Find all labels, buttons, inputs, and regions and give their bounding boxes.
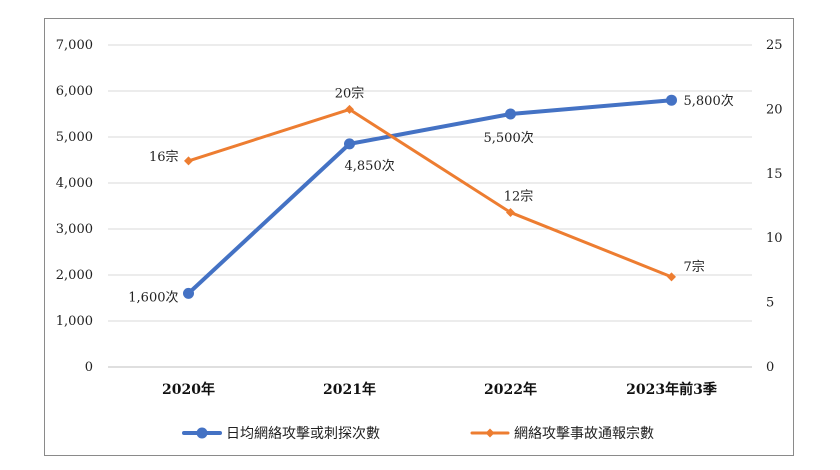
data-point bbox=[666, 94, 677, 106]
data-point bbox=[506, 207, 515, 217]
series-line-1 bbox=[186, 98, 674, 296]
y-right-tick-label: 20 bbox=[766, 102, 783, 117]
y-left-tick-label: 6,000 bbox=[56, 84, 93, 99]
data-label: 5,800次 bbox=[684, 93, 734, 109]
x-tick-label: 2023年前3季 bbox=[626, 381, 717, 398]
y-left-tick-label: 1,000 bbox=[56, 314, 93, 329]
data-label: 20宗 bbox=[335, 85, 365, 101]
legend-label: 網絡攻擊事故通報宗數 bbox=[514, 425, 654, 442]
data-label: 5,500次 bbox=[484, 130, 534, 146]
data-label: 16宗 bbox=[149, 149, 179, 165]
data-label: 7宗 bbox=[684, 259, 705, 275]
data-point bbox=[183, 287, 194, 299]
series-line-2 bbox=[187, 107, 673, 279]
y-left-tick-label: 3,000 bbox=[56, 222, 93, 237]
y-left-tick-label: 0 bbox=[85, 360, 93, 375]
data-point bbox=[667, 272, 676, 282]
y-right-tick-label: 5 bbox=[766, 296, 774, 311]
data-point bbox=[344, 138, 355, 150]
y-left-tick-label: 2,000 bbox=[56, 268, 93, 283]
y-left-tick-label: 7,000 bbox=[56, 38, 93, 53]
y-right-tick-label: 10 bbox=[766, 231, 783, 246]
data-label: 12宗 bbox=[504, 188, 534, 204]
y-right-tick-label: 0 bbox=[766, 360, 774, 375]
y-right-tick-label: 25 bbox=[766, 38, 783, 53]
data-point bbox=[345, 104, 354, 114]
legend-swatch-marker bbox=[485, 428, 495, 438]
x-tick-label: 2020年 bbox=[162, 381, 215, 398]
x-tick-label: 2022年 bbox=[484, 381, 537, 398]
legend-label: 日均網絡攻擊或刺探次數 bbox=[226, 425, 380, 442]
data-label: 1,600次 bbox=[128, 289, 178, 305]
y-left-tick-label: 5,000 bbox=[56, 130, 93, 145]
data-point bbox=[184, 156, 193, 166]
legend-swatch-marker bbox=[196, 427, 208, 439]
y-left-tick-label: 4,000 bbox=[56, 176, 93, 191]
x-tick-label: 2021年 bbox=[323, 381, 376, 398]
y-right-tick-label: 15 bbox=[766, 167, 783, 182]
data-point bbox=[505, 108, 516, 120]
data-label: 4,850次 bbox=[345, 158, 395, 174]
